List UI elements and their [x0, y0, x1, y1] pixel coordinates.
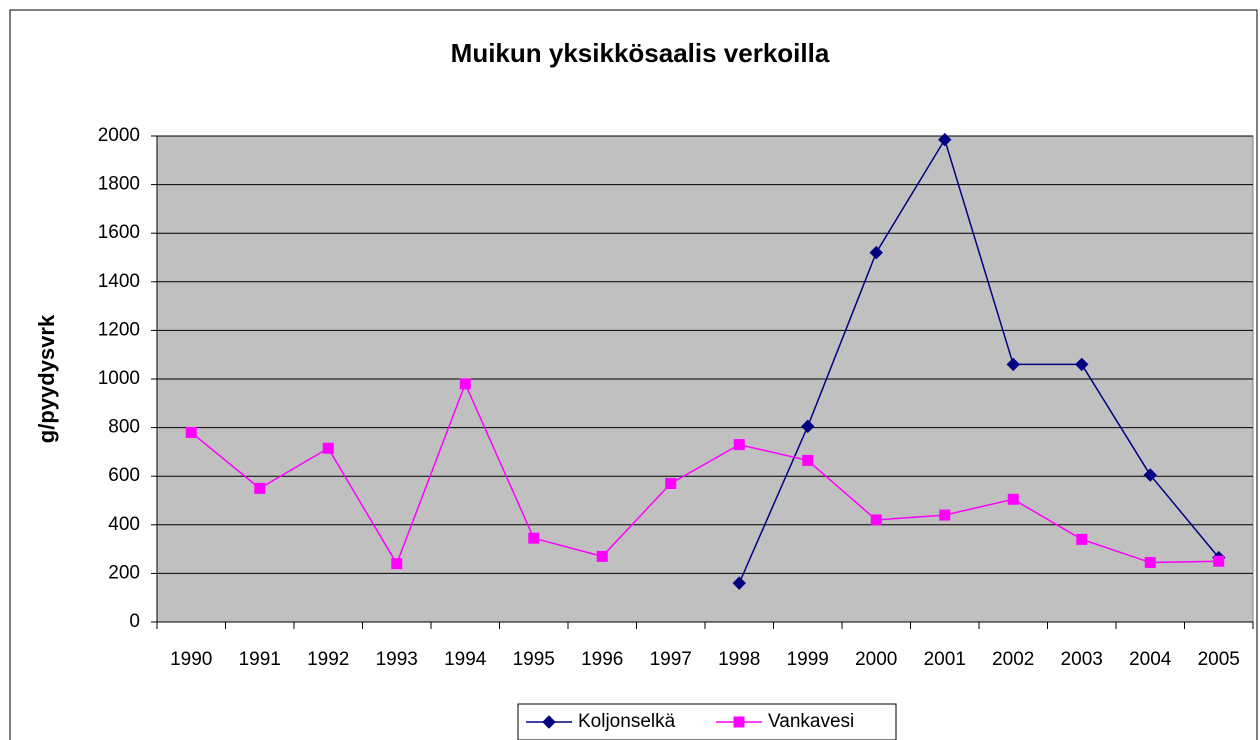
x-tick-label: 2002 [992, 649, 1034, 670]
point [1213, 555, 1225, 567]
point [528, 532, 540, 544]
x-tick-label: 2001 [924, 649, 966, 670]
x-tick-label: 1999 [787, 649, 829, 670]
point [1075, 357, 1089, 372]
series-line [190, 381, 1219, 566]
point [1006, 357, 1020, 372]
point [802, 454, 814, 466]
x-tick-label: 1997 [650, 649, 692, 670]
point [870, 514, 882, 526]
point [391, 558, 403, 570]
y-axis-label: g/pyydysvrk [34, 314, 59, 443]
point [322, 442, 334, 454]
x-tick-label: 2000 [855, 649, 897, 670]
x-tick-label: 1995 [513, 649, 555, 670]
y-tick-label: 1200 [98, 319, 140, 340]
legend [517, 703, 897, 740]
point [733, 439, 745, 451]
x-tick-label: 2005 [1198, 649, 1240, 670]
y-tick-label: 200 [108, 562, 140, 583]
x-tick-label: 1994 [444, 649, 487, 670]
x-tick-label: 2003 [1061, 649, 1103, 670]
point [1076, 533, 1088, 545]
point [732, 576, 746, 590]
point [596, 550, 608, 562]
point [939, 509, 951, 521]
point [1007, 493, 1019, 505]
x-tick-label: 2004 [1129, 649, 1172, 670]
x-tick-label: 1992 [307, 649, 349, 670]
y-tick-label: 800 [108, 417, 140, 438]
y-tick-label: 2000 [98, 125, 140, 146]
point [542, 715, 556, 729]
y-tick-label: 0 [129, 611, 140, 632]
point [801, 419, 815, 434]
point [254, 482, 266, 494]
y-tick-label: 1000 [98, 368, 140, 389]
y-tick-label: 400 [108, 514, 140, 535]
x-tick-label: 1996 [581, 649, 623, 670]
x-tick-label: 1991 [239, 649, 281, 670]
x-tick-label: 1990 [170, 649, 212, 670]
point [185, 426, 197, 438]
point [1143, 468, 1157, 482]
y-tick-label: 600 [108, 465, 140, 486]
legend-label: Vankavesi [768, 711, 854, 732]
legend-label: Koljonselkä [578, 711, 676, 732]
point [459, 378, 471, 390]
point [1144, 556, 1156, 568]
point [665, 477, 677, 489]
y-tick-label: 1400 [98, 271, 140, 292]
x-tick-label: 1998 [718, 649, 760, 670]
y-tick-label: 1600 [98, 222, 140, 243]
point [733, 716, 745, 728]
x-tick-label: 1993 [376, 649, 418, 670]
point [869, 245, 883, 260]
y-tick-label: 1800 [98, 174, 140, 195]
series-line [738, 137, 1220, 584]
point [938, 132, 952, 147]
chart-title: Muikun yksikkösaalis verkoilla [451, 38, 830, 68]
